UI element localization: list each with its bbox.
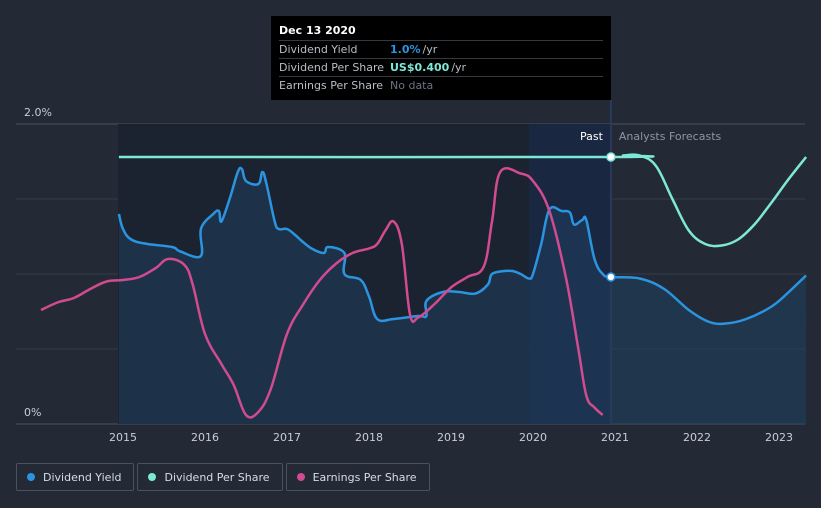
legend-item-dividend-per-share[interactable]: Dividend Per Share (137, 463, 283, 491)
cursor-marker (606, 272, 616, 282)
past-label: Past (580, 130, 604, 143)
tooltip-value: 1.0% (390, 43, 421, 56)
tooltip-date: Dec 13 2020 (279, 24, 356, 37)
x-tick-label: 2015 (109, 431, 137, 444)
tooltip-label: Dividend Yield (279, 43, 358, 56)
legend-label: Earnings Per Share (312, 470, 417, 484)
series-line-earnings-per-share (40, 167, 604, 419)
tooltip-unit: /yr (422, 43, 438, 56)
tooltip-row-dividend-yield: Dividend Yield 1.0% /yr (279, 40, 603, 58)
legend-dot-icon (148, 473, 157, 481)
y-axis-ticks: 2.0% 0% (24, 106, 52, 419)
tooltip-row-earnings-per-share: Earnings Per Share No data (279, 76, 603, 94)
cursor-markers (606, 152, 616, 282)
legend-dot-icon (296, 473, 305, 481)
x-tick-label: 2018 (355, 431, 383, 444)
x-tick-label: 2021 (601, 431, 629, 444)
cursor-marker (606, 152, 616, 162)
x-tick-label: 2023 (765, 431, 793, 444)
legend: Dividend Yield Dividend Per Share Earnin… (16, 463, 430, 491)
tooltip-label: Earnings Per Share (279, 79, 384, 92)
x-tick-label: 2022 (683, 431, 711, 444)
legend-item-earnings-per-share[interactable]: Earnings Per Share (285, 463, 430, 491)
legend-dot-icon (27, 473, 35, 481)
tooltip-label: Dividend Per Share (279, 61, 385, 74)
forecast-label: Analysts Forecasts (619, 130, 722, 143)
legend-item-dividend-yield[interactable]: Dividend Yield (16, 463, 135, 491)
x-axis-ticks: 2015 2016 2017 2018 2019 2020 2021 2022 2023 (109, 431, 793, 444)
tooltip-row-dividend-per-share: Dividend Per Share US$0.400 /yr (279, 58, 603, 76)
tooltip: Dec 13 2020 Dividend Yield 1.0% /yr Divi… (271, 16, 611, 100)
x-tick-label: 2017 (273, 431, 301, 444)
y-tick-label: 0% (24, 406, 41, 419)
tooltip-value: No data (390, 79, 434, 92)
tooltip-value: US$0.400 (390, 61, 450, 74)
x-tick-label: 2020 (519, 431, 547, 444)
series-line-dividend-yield (117, 166, 807, 326)
x-tick-label: 2019 (437, 431, 465, 444)
tooltip-unit: /yr (451, 61, 467, 74)
legend-label: Dividend Per Share (164, 470, 270, 484)
legend-label: Dividend Yield (43, 470, 122, 484)
y-tick-label: 2.0% (24, 106, 52, 119)
x-tick-label: 2016 (191, 431, 219, 444)
